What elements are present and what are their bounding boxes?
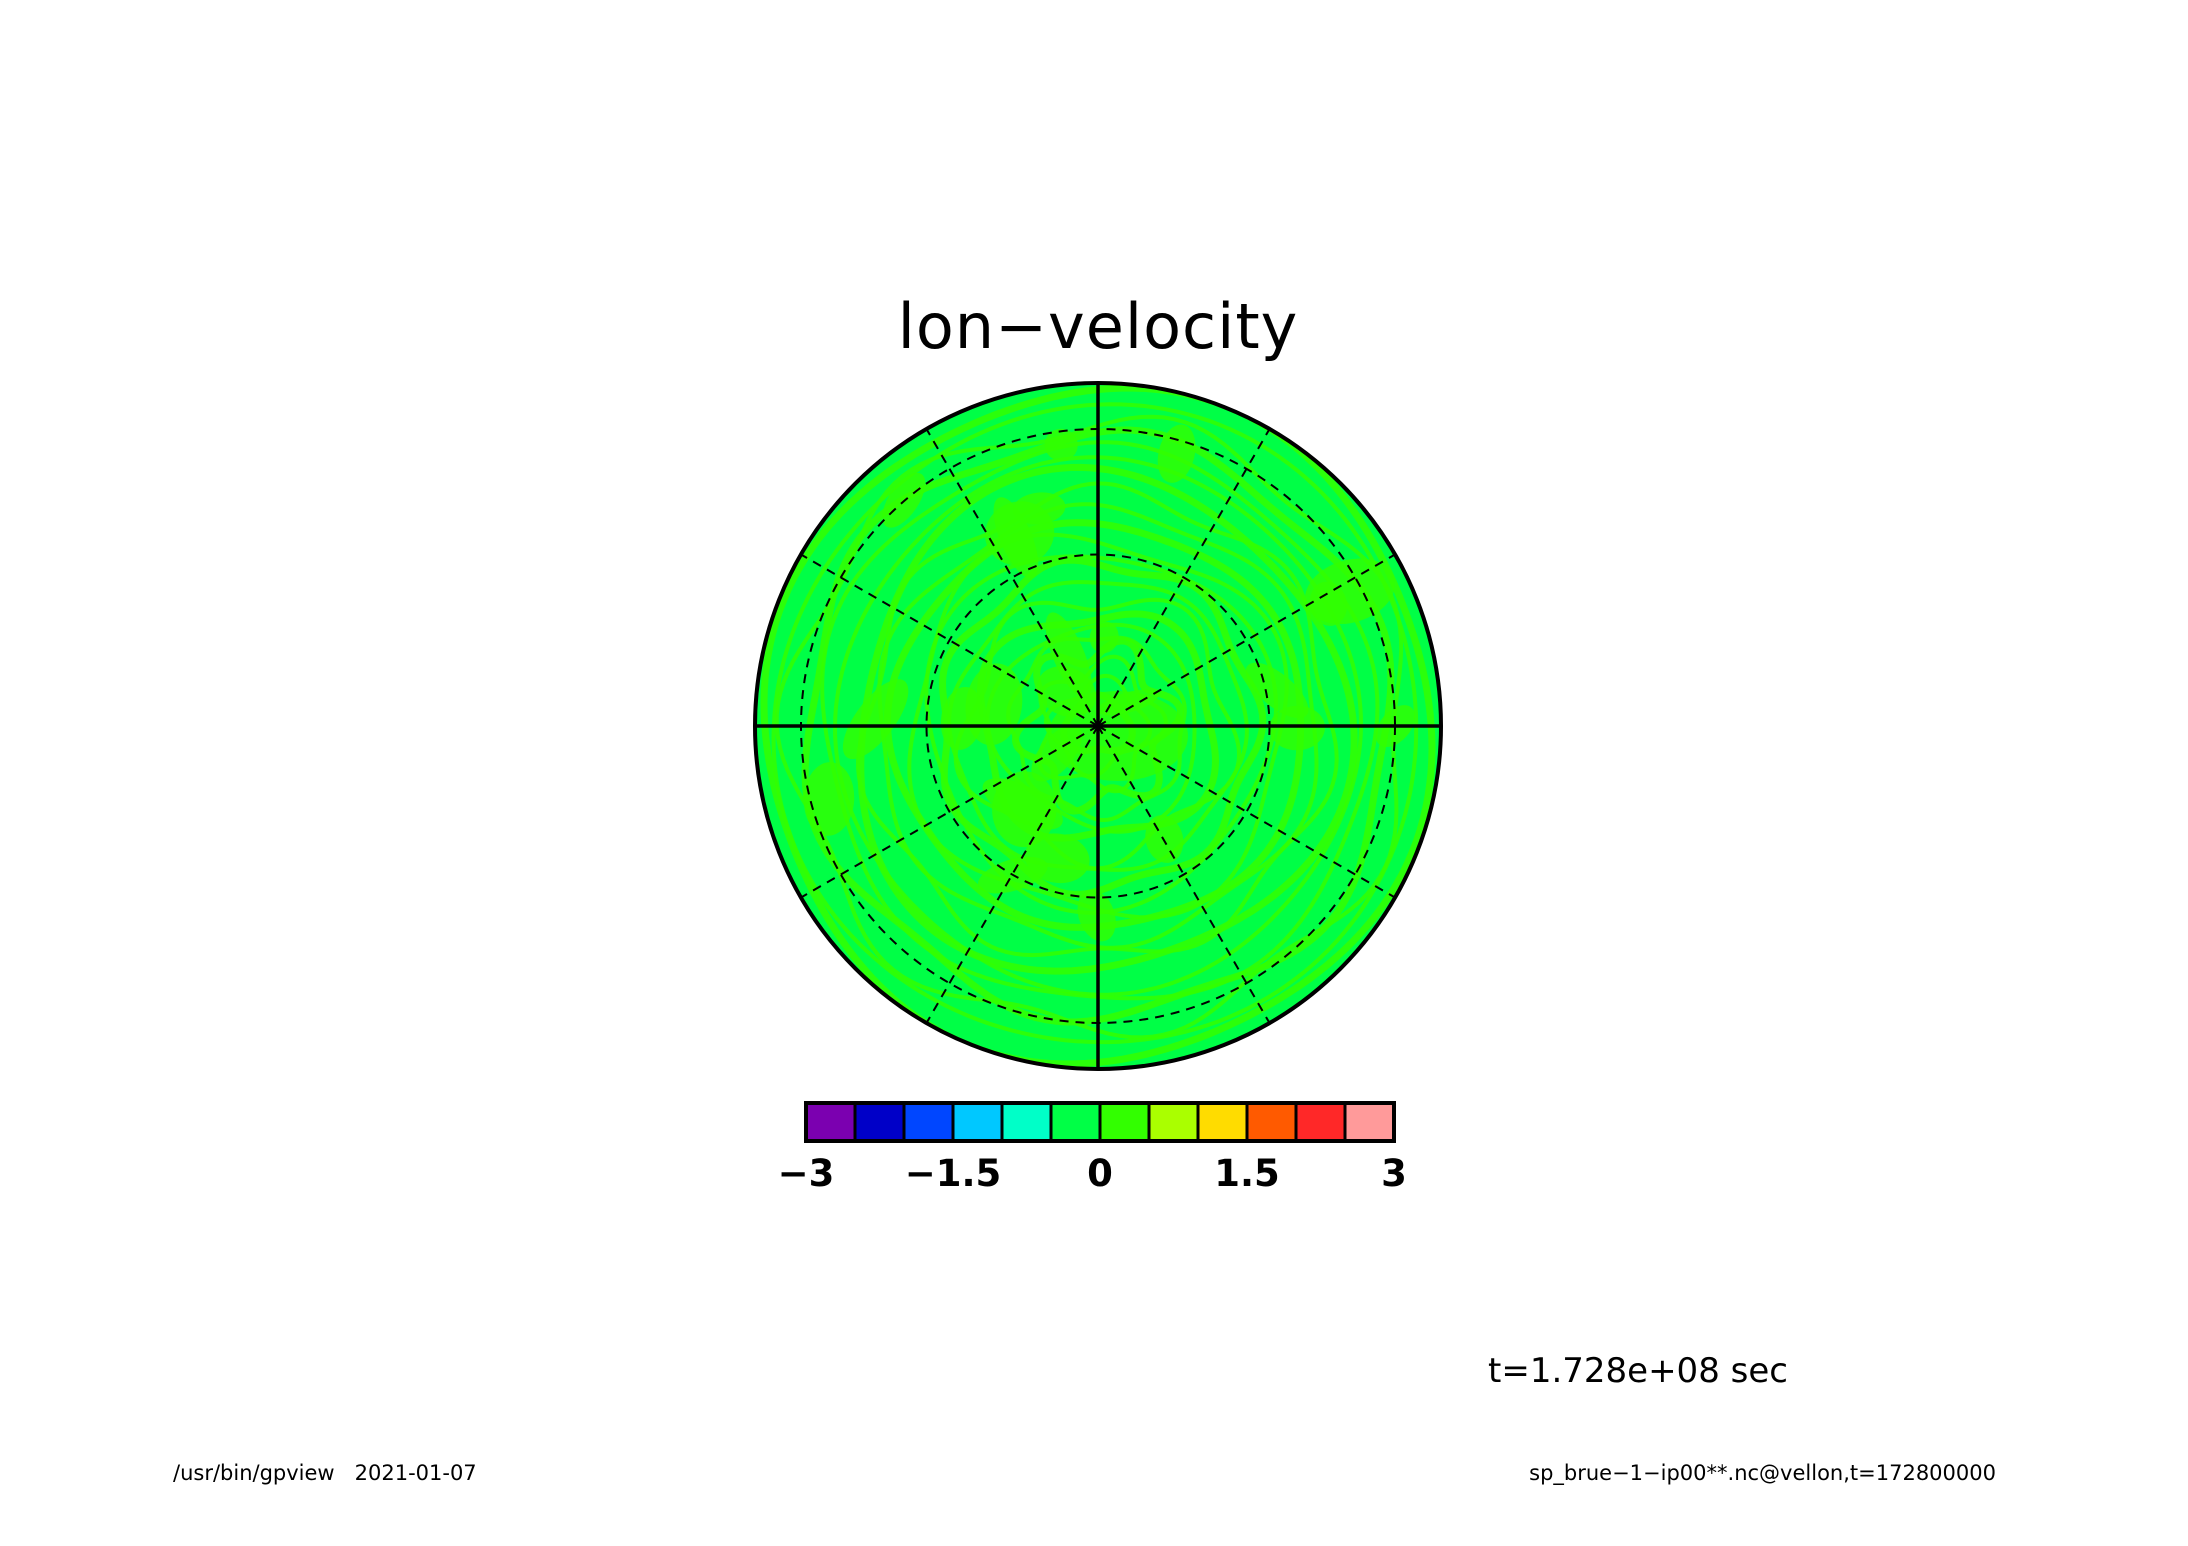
field-patch bbox=[1304, 558, 1396, 625]
colorbar bbox=[804, 1101, 1396, 1143]
footer-left: /usr/bin/gpview 2021-01-07 bbox=[173, 1461, 477, 1485]
colorbar-tick-label: −3 bbox=[778, 1152, 835, 1195]
field-patch bbox=[940, 686, 984, 751]
footer-right: sp_brue−1−ip00**.nc@vellon,t=172800000 bbox=[1529, 1461, 1996, 1486]
field-patch bbox=[992, 771, 1057, 848]
field-patch bbox=[985, 501, 1055, 566]
colorbar-cell bbox=[1294, 1101, 1347, 1143]
colorbar-cell bbox=[1245, 1101, 1298, 1143]
colorbar-tick-label: 1.5 bbox=[1214, 1152, 1280, 1195]
colorbar-cell bbox=[1343, 1101, 1396, 1143]
field-patch bbox=[1157, 424, 1196, 483]
colorbar-cell bbox=[853, 1101, 906, 1143]
field-patch bbox=[842, 679, 909, 760]
polar-boundary bbox=[753, 381, 1443, 1071]
colorbar-tick-label: 0 bbox=[1087, 1152, 1113, 1195]
polar-grid bbox=[755, 383, 1441, 1069]
colorbar-tick-label: −1.5 bbox=[905, 1152, 1002, 1195]
colorbar-cell bbox=[1000, 1101, 1053, 1143]
field-patch bbox=[1269, 705, 1325, 751]
colorbar-cell bbox=[1147, 1101, 1200, 1143]
field-patch bbox=[1044, 428, 1078, 462]
colorbar-cell bbox=[902, 1101, 955, 1143]
colorbar-cell bbox=[951, 1101, 1004, 1143]
time-annotation: t=1.728e+08 sec bbox=[1488, 1351, 1788, 1391]
colorbar-frame bbox=[804, 1101, 1396, 1143]
field-patch bbox=[1045, 612, 1092, 698]
colorbar-tick-label: 3 bbox=[1381, 1152, 1407, 1195]
field-patch bbox=[1048, 691, 1188, 781]
chart-title: lon−velocity bbox=[898, 290, 1299, 363]
colorbar-cell bbox=[1196, 1101, 1249, 1143]
colorbar-cell bbox=[1098, 1101, 1151, 1143]
colorbar-cell bbox=[1049, 1101, 1102, 1143]
colorbar-cell bbox=[804, 1101, 857, 1143]
colorbar-tick-labels: −3 −1.5 0 1.5 3 bbox=[778, 1152, 1407, 1195]
